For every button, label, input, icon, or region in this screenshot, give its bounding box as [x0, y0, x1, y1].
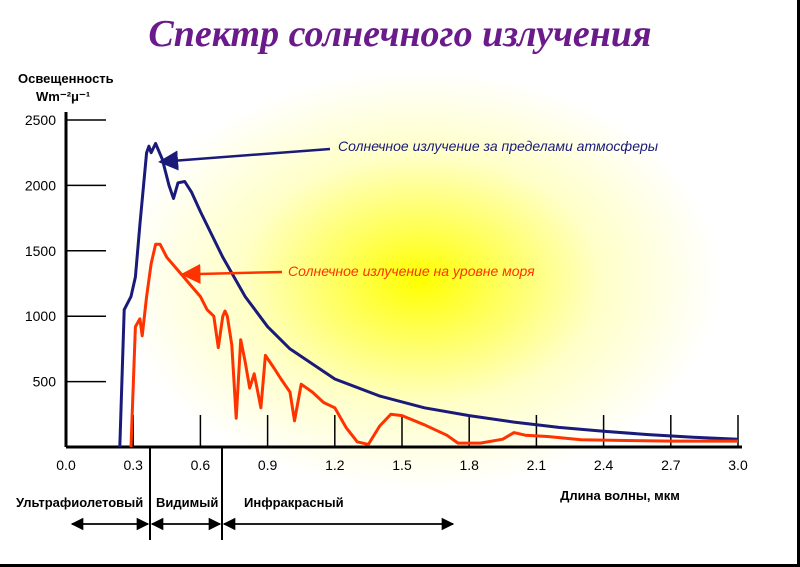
x-tick-label: 0.3 — [123, 457, 143, 473]
y-axis-unit: Wm⁻²μ⁻¹ — [36, 89, 91, 104]
y-tick-label: 1000 — [25, 308, 56, 324]
x-tick-label: 2.4 — [594, 457, 614, 473]
x-tick-label: 3.0 — [728, 457, 748, 473]
series-line-2 — [129, 242, 738, 448]
annotation-label-1: Солнечное излучение за пределами атмосфе… — [338, 138, 659, 154]
series-line-1 — [118, 142, 739, 448]
region-label-3: Инфракрасный — [244, 495, 344, 510]
y-axis-label-text: Освещенность — [18, 71, 114, 86]
region-label-2: Видимый — [156, 495, 218, 510]
page-title: Спектр солнечного излучения — [148, 13, 652, 55]
y-tick-label: 2000 — [25, 177, 56, 193]
x-tick-label: 1.8 — [459, 457, 479, 473]
chart-series — [118, 142, 739, 448]
spectral-regions: Ультрафиолетовый Видимый Инфракрасный — [16, 447, 455, 540]
x-tick-label: 0.9 — [258, 457, 278, 473]
x-tick-label: 2.7 — [661, 457, 681, 473]
x-tick-label: 0.6 — [191, 457, 211, 473]
annotation-arrow-2 — [180, 263, 283, 284]
x-tick-label: 1.2 — [325, 457, 345, 473]
annotation-label-2: Солнечное излучение на уровне моря — [288, 263, 535, 279]
y-axis-label: Освещенность Wm⁻²μ⁻¹ — [18, 70, 114, 106]
annotation-arrow-1 — [158, 147, 331, 171]
y-tick-label: 500 — [33, 374, 57, 390]
chart-axes: 500 1000 1500 2000 2500 0.0 0.3 0.6 0.9 1.2 1.5 1.8… — [25, 112, 748, 503]
x-tick-label: 0.0 — [56, 457, 76, 473]
region-label-1: Ультрафиолетовый — [16, 495, 143, 510]
y-tick-label: 1500 — [25, 243, 56, 259]
y-tick-label: 2500 — [25, 112, 56, 128]
x-axis-label: Длина волны, мкм — [560, 488, 680, 503]
x-tick-label: 2.1 — [527, 457, 547, 473]
chart-annotations: Солнечное излучение за пределами атмосфе… — [158, 138, 659, 284]
x-tick-label: 1.5 — [392, 457, 412, 473]
